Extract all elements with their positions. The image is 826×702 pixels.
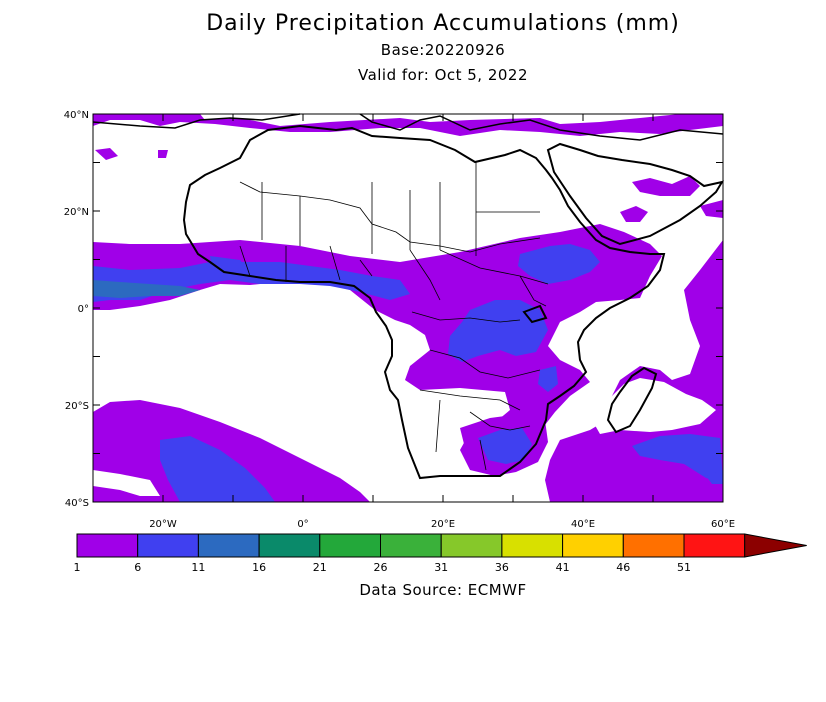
precip-area-nw-spot (95, 148, 118, 160)
lake-victoria (522, 304, 548, 324)
precip-area-arabia (620, 206, 648, 222)
base-date: Base:20220926 (380, 41, 506, 59)
coastlines (92, 113, 725, 480)
precip-area-nw-spot2 (158, 150, 168, 158)
precip-area-south-atlantic (93, 400, 370, 502)
color-bar-label: 16 (252, 561, 266, 574)
lon-tick-label: 0° (297, 519, 308, 530)
color-bar-label: 51 (677, 561, 691, 574)
precip-area-sahel (93, 224, 662, 476)
color-bar-box (76, 533, 139, 558)
color-bar-box (440, 533, 503, 558)
lat-tick-label: 20°N (64, 207, 89, 218)
lon-tick-label: 60°E (711, 519, 735, 530)
precip-area-6mm-mozambique (538, 366, 558, 392)
precip-area-6mm-south-atlantic (160, 436, 275, 502)
color-bar-labels: 1 6 11 16 21 26 31 36 41 46 51 (74, 561, 692, 574)
axis-tick-labels: 40°N 20°N 0° 20°S 40°S 20°W 0° 20°E 40°E 60°E (64, 110, 735, 530)
precip-area-11mm-west (93, 280, 200, 298)
europe-coastline (92, 113, 724, 141)
precip-area-north-east (632, 176, 700, 196)
color-bar-box (683, 533, 746, 558)
map-title: Daily Precipitation Accumulations (mm) (206, 11, 680, 36)
precip-area-6mm-central (448, 300, 548, 362)
lon-tick-label: 20°E (431, 519, 455, 530)
color-bar (76, 533, 807, 558)
color-bar-box (197, 533, 260, 558)
color-bar-box (562, 533, 624, 558)
color-bar-label: 36 (495, 561, 509, 574)
arabia-coastline (546, 142, 725, 246)
color-bar-box (258, 533, 321, 558)
color-bar-label: 6 (134, 561, 141, 574)
color-bar-arrow (744, 533, 807, 558)
lon-tick-label: 20°W (149, 519, 177, 530)
color-bar-label: 11 (191, 561, 205, 574)
africa-coastline (182, 124, 666, 480)
color-bar-label: 31 (434, 561, 448, 574)
lat-tick-label: 40°S (65, 498, 89, 509)
color-bar-label: 46 (616, 561, 630, 574)
lon-tick-label: 40°E (571, 519, 595, 530)
precip-area-6mm-indian-ocean (632, 434, 723, 482)
precip-area-6mm-east-spot (706, 470, 723, 484)
borders (239, 162, 549, 471)
valid-date: Valid for: Oct 5, 2022 (357, 66, 529, 84)
color-bar-label: 21 (313, 561, 327, 574)
precip-area-white-ocean (592, 378, 716, 434)
color-bar-box (137, 533, 199, 558)
axis-ticks (92, 113, 724, 503)
lat-tick-label: 20°S (65, 401, 89, 412)
precip-area-6mm-west (93, 262, 410, 302)
precip-area-6mm-south-africa (478, 428, 532, 464)
color-bar-box (319, 533, 381, 558)
color-bar-label: 26 (374, 561, 388, 574)
color-bar-box (622, 533, 685, 558)
precipitation-fields (93, 114, 723, 502)
precip-area-arabia2 (700, 200, 723, 218)
color-bar-box (380, 533, 442, 558)
precip-area-north (93, 114, 723, 136)
precip-area-6mm-east (518, 244, 600, 284)
color-bar-label: 1 (74, 561, 81, 574)
data-source: Data Source: ECMWF (359, 581, 527, 599)
lat-tick-label: 0° (78, 304, 89, 315)
precip-area-6mm-coast (210, 256, 250, 276)
color-bar-label: 41 (556, 561, 570, 574)
color-bar-box (501, 533, 564, 558)
lat-tick-label: 40°N (64, 110, 89, 121)
madagascar-coastline (606, 366, 658, 434)
